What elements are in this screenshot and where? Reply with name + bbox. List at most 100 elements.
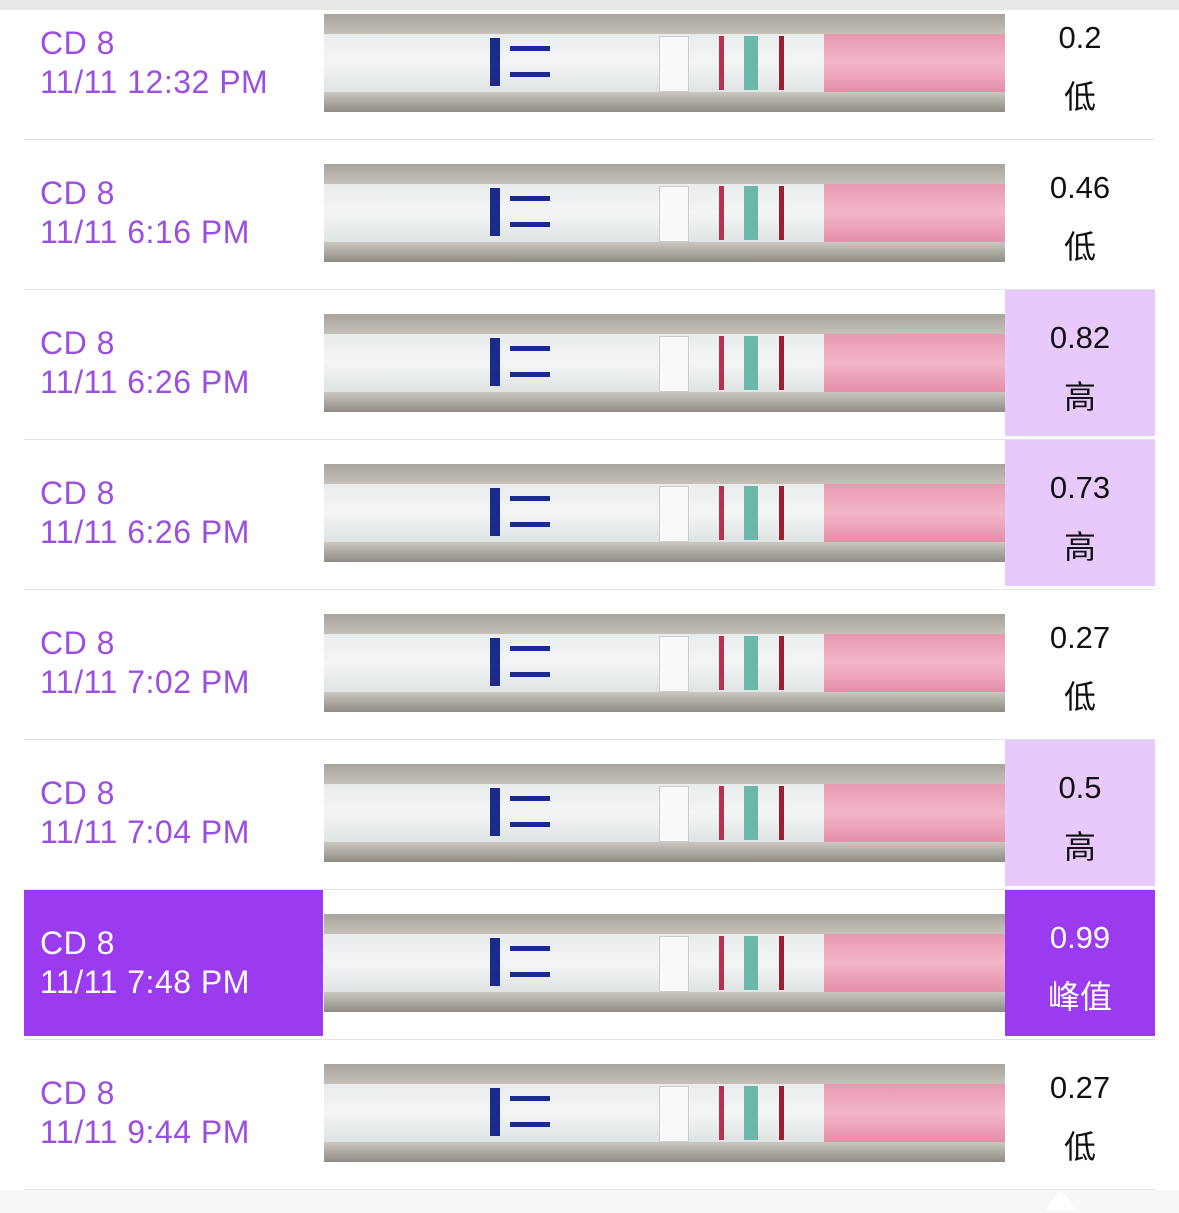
- strip-window: [659, 336, 689, 392]
- cycle-day: CD 8: [40, 25, 115, 61]
- label-cell: CD 8 11/11 12:32 PM: [24, 0, 323, 136]
- test-time: 11/11 6:26 PM: [40, 364, 250, 400]
- label-cell: CD 8 11/11 9:44 PM: [24, 1040, 323, 1186]
- strip-handle: [824, 184, 1005, 242]
- strip-logo: [744, 336, 758, 390]
- strip-max-mark: [490, 788, 500, 836]
- strip-window: [659, 36, 689, 92]
- strip-arrow: [510, 46, 550, 51]
- strip-line: [779, 336, 784, 390]
- strip-logo: [744, 636, 758, 690]
- strip-arrow: [510, 646, 550, 651]
- strip-line: [779, 936, 784, 990]
- strip-window: [659, 1086, 689, 1142]
- entry-row[interactable]: CD 8 11/11 7:48 PM 0.99 峰值: [0, 890, 1179, 1040]
- test-time: 11/11 6:16 PM: [40, 214, 250, 250]
- entry-row[interactable]: CD 8 11/11 12:32 PM 0.2 低: [0, 0, 1179, 140]
- entry-row[interactable]: CD 8 11/11 6:26 PM 0.73 高: [0, 440, 1179, 590]
- lh-level: 低: [1063, 79, 1096, 115]
- test-time: 11/11 12:32 PM: [40, 64, 269, 100]
- strip-max-mark: [490, 1088, 500, 1136]
- strip-max-mark: [490, 38, 500, 86]
- test-time: 11/11 6:26 PM: [40, 514, 250, 550]
- test-strip-photo: [324, 164, 1005, 262]
- strip-logo: [744, 186, 758, 240]
- strip-line: [719, 336, 724, 390]
- row-separator: [24, 889, 1155, 890]
- value-cell: 0.73 高: [1005, 440, 1155, 586]
- value-cell: 0.46 低: [1005, 140, 1155, 286]
- row-separator: [24, 1189, 1155, 1190]
- strip-logo: [744, 936, 758, 990]
- value-cell: 0.2 低: [1005, 0, 1155, 136]
- label-cell: CD 8 11/11 6:26 PM: [24, 440, 323, 586]
- strip-max-mark: [490, 338, 500, 386]
- entry-row[interactable]: CD 8 11/11 7:04 PM 0.5 高: [0, 740, 1179, 890]
- strip-handle: [824, 634, 1005, 692]
- strip-arrow: [510, 822, 550, 827]
- strip-line: [719, 636, 724, 690]
- strip-arrow: [510, 496, 550, 501]
- lh-value: 0.27: [1049, 620, 1111, 655]
- cycle-day: CD 8: [40, 925, 115, 961]
- strip-line: [779, 486, 784, 540]
- entry-row[interactable]: CD 8 11/11 9:44 PM 0.27 低: [0, 1040, 1179, 1190]
- strip-logo: [744, 786, 758, 840]
- row-separator: [24, 1039, 1155, 1040]
- lh-level: 低: [1063, 679, 1096, 715]
- entry-row[interactable]: CD 8 11/11 6:16 PM 0.46 低: [0, 140, 1179, 290]
- strip-line: [719, 936, 724, 990]
- row-separator: [24, 139, 1155, 140]
- test-strip-photo: [324, 764, 1005, 862]
- strip-arrow: [510, 72, 550, 77]
- strip-handle: [824, 484, 1005, 542]
- lh-level: 低: [1063, 1129, 1096, 1165]
- value-cell: 0.5 高: [1005, 740, 1155, 886]
- lh-value: 0.2: [1058, 20, 1102, 55]
- strip-line: [779, 1086, 784, 1140]
- cycle-day: CD 8: [40, 1075, 115, 1111]
- cycle-day: CD 8: [40, 625, 115, 661]
- label-cell: CD 8 11/11 6:16 PM: [24, 140, 323, 286]
- strip-max-mark: [490, 488, 500, 536]
- strip-arrow: [510, 372, 550, 377]
- row-separator: [24, 589, 1155, 590]
- strip-logo: [744, 1086, 758, 1140]
- top-bar: [0, 0, 1179, 10]
- strip-arrow: [510, 196, 550, 201]
- strip-line: [779, 786, 784, 840]
- cycle-day: CD 8: [40, 775, 115, 811]
- strip-line: [779, 186, 784, 240]
- strip-handle: [824, 1084, 1005, 1142]
- test-time: 11/11 7:48 PM: [40, 964, 250, 1000]
- cycle-day: CD 8: [40, 325, 115, 361]
- strip-window: [659, 186, 689, 242]
- strip-line: [779, 36, 784, 90]
- entry-row[interactable]: CD 8 11/11 6:26 PM 0.82 高: [0, 290, 1179, 440]
- strip-window: [659, 486, 689, 542]
- label-cell: CD 8 11/11 7:48 PM: [24, 890, 323, 1036]
- label-cell: CD 8 11/11 7:02 PM: [24, 590, 323, 736]
- strip-arrow: [510, 522, 550, 527]
- strip-arrow: [510, 222, 550, 227]
- value-cell: 0.99 峰值: [1005, 890, 1155, 1036]
- strip-window: [659, 636, 689, 692]
- entry-row[interactable]: CD 8 11/11 7:02 PM 0.27 低: [0, 590, 1179, 740]
- strip-logo: [744, 486, 758, 540]
- strip-handle: [824, 784, 1005, 842]
- strip-line: [719, 36, 724, 90]
- strip-arrow: [510, 1096, 550, 1101]
- lh-level: 低: [1063, 229, 1096, 265]
- test-strip-photo: [324, 314, 1005, 412]
- strip-arrow: [510, 946, 550, 951]
- value-cell: 0.82 高: [1005, 290, 1155, 436]
- lh-level: 高: [1063, 829, 1096, 865]
- bottom-bar: [0, 1190, 1179, 1213]
- strip-handle: [824, 34, 1005, 92]
- strip-arrow: [510, 796, 550, 801]
- value-cell: 0.27 低: [1005, 590, 1155, 736]
- lh-level: 高: [1063, 379, 1096, 415]
- lh-value: 0.82: [1049, 320, 1111, 355]
- strip-arrow: [510, 672, 550, 677]
